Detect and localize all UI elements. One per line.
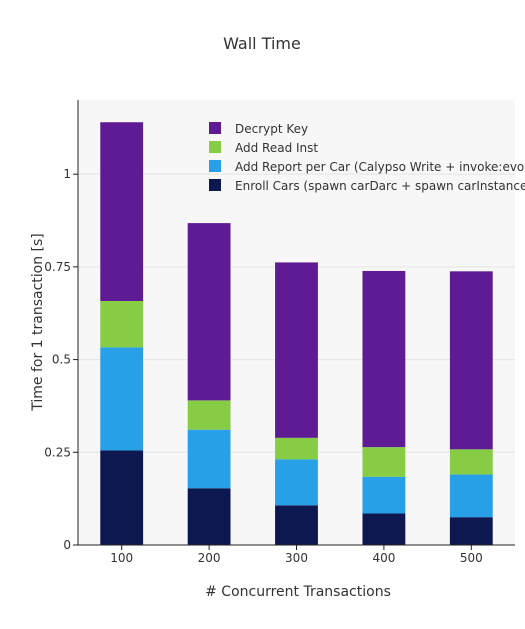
y-axis-label: Time for 1 transaction [s]	[30, 233, 46, 412]
bar-segment	[100, 347, 144, 451]
bar-segment	[449, 449, 493, 475]
bar-segment	[275, 505, 318, 545]
y-tick-label: 0.75	[44, 260, 71, 274]
x-tick-label: 300	[285, 551, 308, 565]
bar-segment	[362, 513, 406, 545]
bar-segment	[187, 488, 231, 545]
bar-segment	[100, 122, 144, 301]
legend-label: Enroll Cars (spawn carDarc + spawn carIn…	[235, 179, 525, 193]
bar-segment	[100, 300, 144, 348]
y-ticks: 0 0.25 0.5 0.75 1	[44, 167, 78, 552]
legend-item: Decrypt Key	[209, 122, 308, 136]
legend-label: Decrypt Key	[235, 122, 308, 136]
y-tick-label: 0.5	[52, 353, 71, 367]
x-axis-label: # Concurrent Transactions	[205, 584, 391, 600]
legend-label: Add Read Inst	[235, 141, 318, 155]
bar-segment	[449, 474, 493, 518]
legend-item: Add Read Inst	[209, 141, 318, 155]
legend-item: Add Report per Car (Calypso Write + invo…	[209, 160, 525, 174]
x-tick-label: 200	[198, 551, 221, 565]
bar-segment	[100, 450, 144, 545]
bar-segment	[449, 271, 493, 450]
chart-title: Wall Time	[223, 34, 301, 53]
y-tick-label: 0.25	[44, 445, 71, 459]
bars	[100, 122, 493, 545]
legend-swatch	[209, 141, 221, 153]
legend-swatch	[209, 122, 221, 134]
bar-segment	[187, 223, 231, 401]
x-tick-label: 400	[372, 551, 395, 565]
bar-segment	[362, 476, 406, 514]
legend-swatch	[209, 179, 221, 191]
legend: Decrypt Key Add Read Inst Add Report per C…	[209, 122, 525, 193]
x-tick-label: 500	[460, 551, 483, 565]
x-ticks: 100 200 300 400 500	[110, 545, 483, 565]
bar-segment	[275, 437, 318, 460]
y-tick-label: 1	[63, 167, 71, 181]
legend-item: Enroll Cars (spawn carDarc + spawn carIn…	[209, 179, 525, 193]
x-tick-label: 100	[110, 551, 133, 565]
bar-segment	[275, 459, 318, 506]
bar-segment	[187, 400, 231, 430]
y-tick-label: 0	[63, 538, 71, 552]
bar-segment	[275, 262, 318, 438]
legend-swatch	[209, 160, 221, 172]
bar-segment	[187, 429, 231, 489]
bar-segment	[362, 447, 406, 477]
bar-segment	[362, 270, 406, 448]
bar-segment	[449, 517, 493, 545]
legend-label: Add Report per Car (Calypso Write + invo…	[235, 160, 525, 174]
